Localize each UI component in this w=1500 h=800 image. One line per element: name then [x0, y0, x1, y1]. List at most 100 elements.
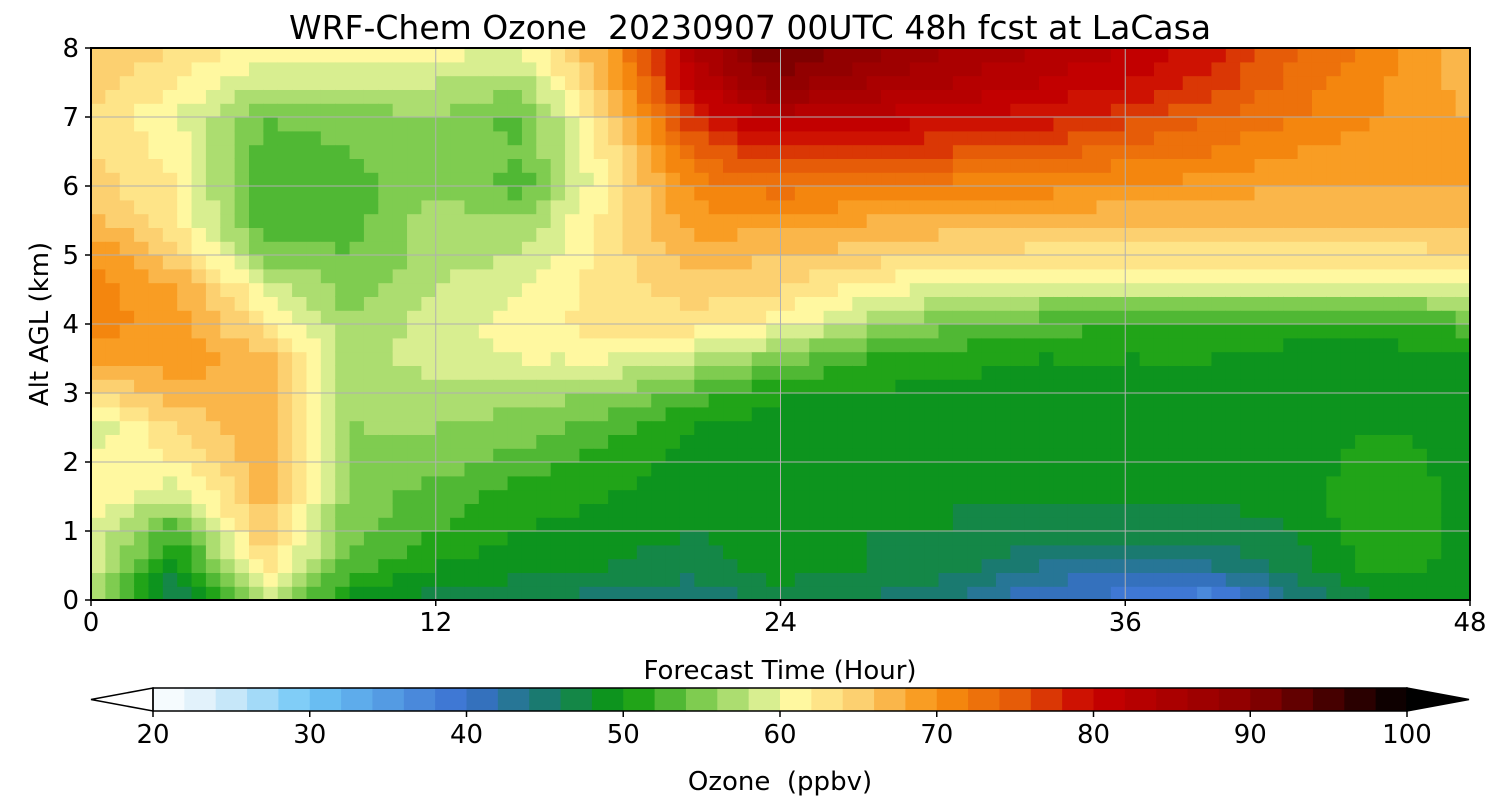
- heatmap-cell: [249, 503, 264, 518]
- heatmap-cell: [1426, 324, 1442, 339]
- heatmap-cell: [478, 337, 494, 353]
- heatmap-cell: [1168, 227, 1184, 242]
- heatmap-cell: [464, 172, 480, 187]
- heatmap-cell: [478, 586, 494, 600]
- heatmap-cell: [924, 489, 940, 504]
- heatmap-cell: [924, 130, 940, 146]
- heatmap-cell: [924, 48, 940, 63]
- heatmap-cell: [924, 296, 940, 311]
- heatmap-cell: [1412, 420, 1428, 435]
- heatmap-cell: [780, 89, 796, 104]
- heatmap-cell: [263, 282, 279, 297]
- heatmap-cell: [435, 365, 451, 380]
- heatmap-cell: [579, 89, 595, 104]
- heatmap-cell: [148, 172, 164, 187]
- heatmap-cell: [119, 158, 135, 173]
- heatmap-cell: [1082, 186, 1098, 201]
- heatmap-cell: [1039, 144, 1055, 159]
- heatmap-cell: [220, 241, 236, 256]
- heatmap-cell: [234, 75, 250, 90]
- heatmap-cell: [234, 144, 250, 159]
- heatmap-cell: [1426, 117, 1442, 132]
- heatmap-cell: [909, 241, 925, 256]
- heatmap-cell: [105, 586, 121, 600]
- heatmap-cell: [852, 544, 868, 560]
- heatmap-cell: [148, 365, 164, 380]
- heatmap-cell: [809, 130, 825, 146]
- heatmap-cell: [708, 130, 724, 146]
- heatmap-cell: [1340, 172, 1356, 187]
- heatmap-cell: [521, 158, 537, 173]
- heatmap-cell: [708, 503, 724, 518]
- heatmap-cell: [493, 241, 509, 256]
- heatmap-cell: [1240, 586, 1256, 600]
- heatmap-cell: [191, 420, 207, 435]
- heatmap-cell: [392, 75, 408, 90]
- heatmap-cell: [493, 282, 509, 297]
- heatmap-cell: [938, 227, 954, 242]
- heatmap-cell: [837, 379, 853, 394]
- heatmap-cell: [866, 75, 882, 90]
- heatmap-cell: [550, 503, 566, 518]
- heatmap-cell: [392, 448, 408, 463]
- heatmap-cell: [450, 213, 466, 228]
- heatmap-cell: [550, 172, 566, 187]
- heatmap-cell: [1426, 199, 1442, 215]
- heatmap-cell: [1441, 434, 1457, 449]
- heatmap-cell: [1398, 324, 1414, 339]
- heatmap-cell: [737, 103, 753, 118]
- heatmap-cell: [1455, 586, 1470, 600]
- heatmap-cell: [1096, 379, 1112, 394]
- heatmap-cell: [421, 434, 437, 449]
- heatmap-cell: [1398, 75, 1414, 90]
- heatmap-cell: [536, 531, 552, 546]
- heatmap-cell: [249, 61, 264, 77]
- heatmap-cell: [105, 213, 121, 228]
- heatmap-cell: [1139, 406, 1155, 422]
- heatmap-cell: [119, 517, 135, 532]
- heatmap-cell: [249, 517, 264, 532]
- heatmap-cell: [1340, 48, 1356, 63]
- heatmap-cell: [723, 420, 738, 435]
- heatmap-cell: [1024, 282, 1040, 297]
- heatmap-cell: [751, 365, 767, 380]
- heatmap-cell: [249, 213, 264, 228]
- heatmap-cell: [995, 475, 1011, 491]
- heatmap-cell: [1326, 448, 1342, 463]
- heatmap-cell: [924, 586, 940, 600]
- heatmap-cell: [191, 586, 207, 600]
- heatmap-cell: [780, 393, 796, 408]
- heatmap-cell: [1240, 324, 1256, 339]
- heatmap-cell: [249, 544, 264, 560]
- heatmap-cell: [809, 48, 825, 63]
- heatmap-cell: [1096, 517, 1112, 532]
- heatmap-cell: [536, 544, 552, 560]
- heatmap-cell: [565, 572, 580, 587]
- heatmap-cell: [1110, 489, 1126, 504]
- heatmap-cell: [1355, 434, 1371, 449]
- heatmap-cell: [608, 103, 624, 118]
- heatmap-cell: [737, 434, 753, 449]
- heatmap-cell: [407, 324, 422, 339]
- heatmap-cell: [1426, 544, 1442, 560]
- heatmap-cell: [1067, 158, 1083, 173]
- heatmap-cell: [134, 420, 150, 435]
- heatmap-cell: [593, 379, 609, 394]
- heatmap-cell: [162, 282, 178, 297]
- heatmap-cell: [938, 544, 954, 560]
- heatmap-cell: [493, 48, 509, 63]
- heatmap-cell: [363, 296, 379, 311]
- heatmap-cell: [651, 324, 667, 339]
- heatmap-cell: [924, 572, 940, 587]
- heatmap-cell: [320, 324, 336, 339]
- heatmap-cell: [1254, 448, 1270, 463]
- heatmap-cell: [651, 61, 667, 77]
- heatmap-cell: [392, 337, 408, 353]
- heatmap-cell: [1412, 75, 1428, 90]
- heatmap-cell: [1039, 393, 1055, 408]
- heatmap-cell: [909, 434, 925, 449]
- heatmap-cell: [220, 462, 236, 477]
- heatmap-cell: [593, 420, 609, 435]
- heatmap-cell: [938, 130, 954, 146]
- heatmap-cell: [1024, 434, 1040, 449]
